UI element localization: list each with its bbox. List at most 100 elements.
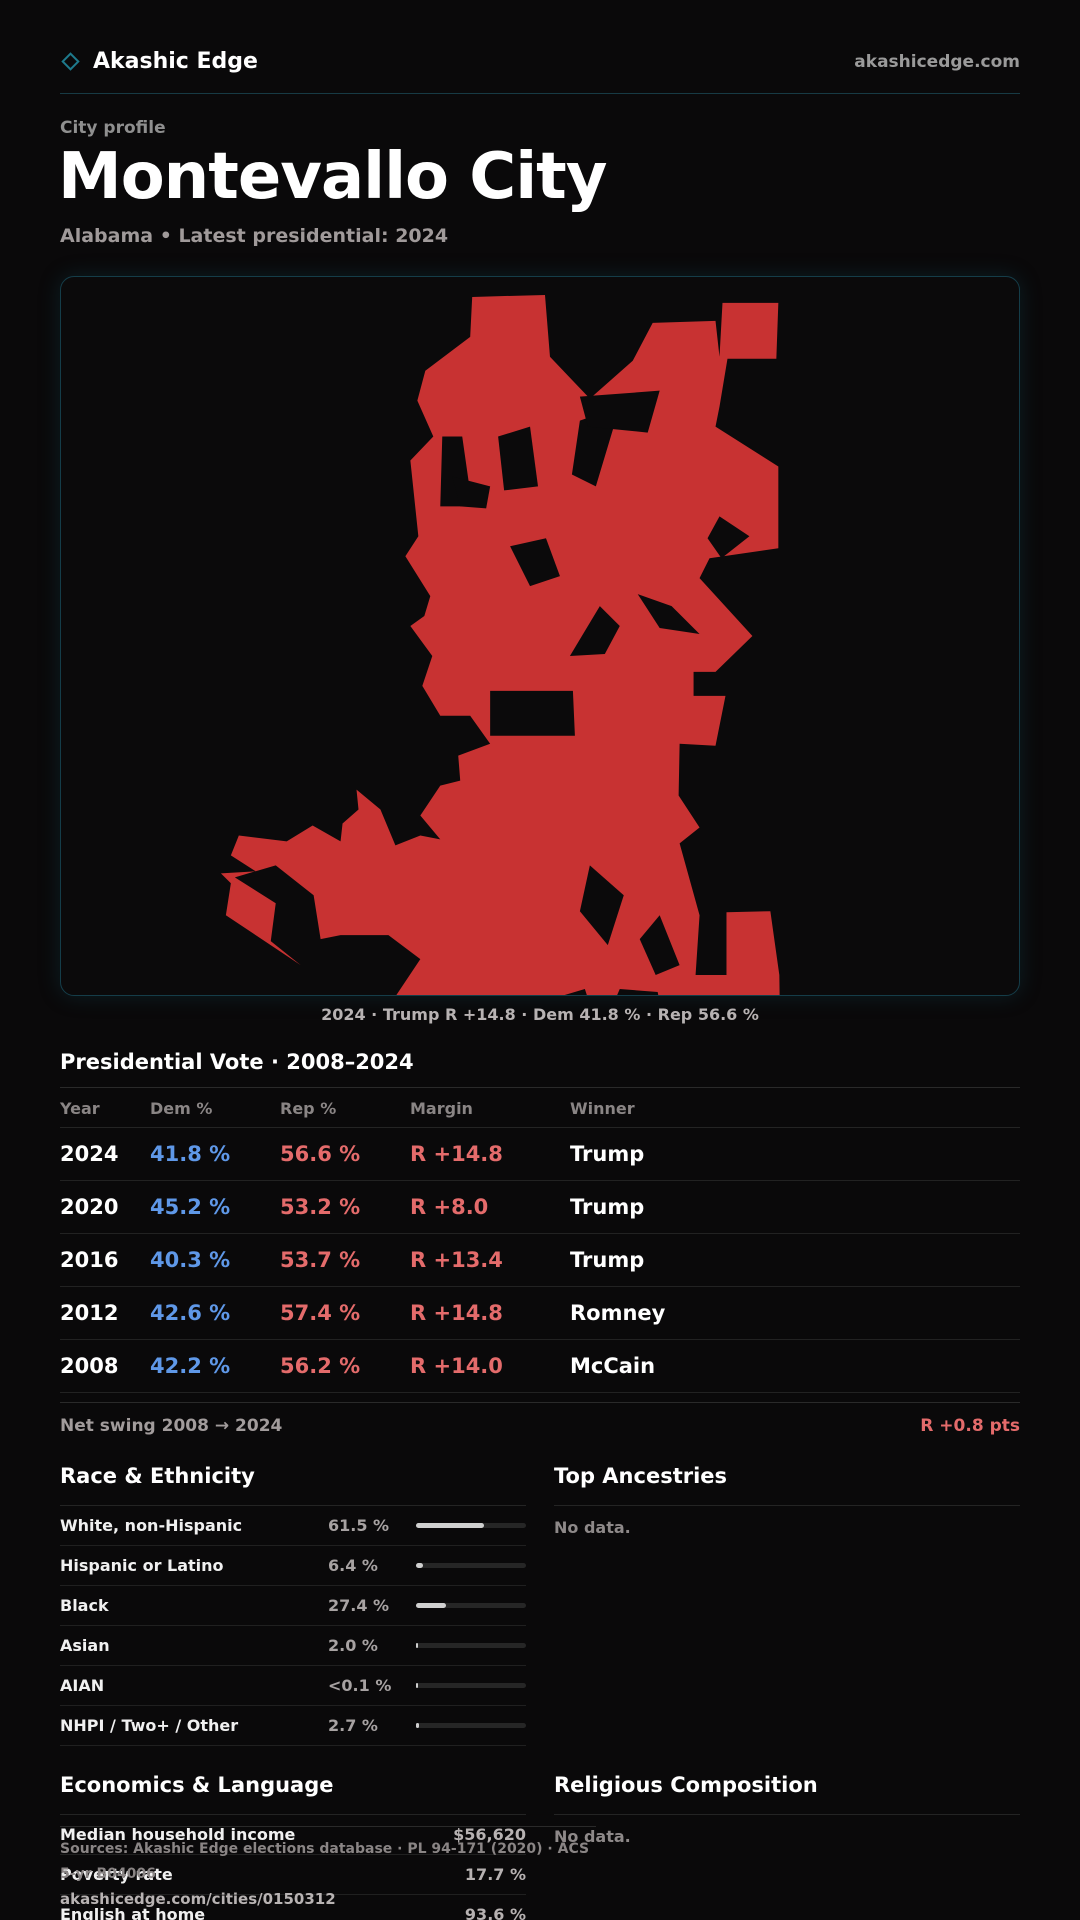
race-bar-fill <box>416 1683 418 1688</box>
econ-row: English at home 93.6 % <box>60 1895 526 1920</box>
net-swing-row: Net swing 2008 → 2024 R +0.8 pts <box>60 1402 1020 1448</box>
city-boundary-hole-west <box>569 606 620 656</box>
race-name: White, non-Hispanic <box>60 1516 243 1535</box>
page-title: Montevallo City <box>58 140 607 214</box>
cell-year: 2020 <box>60 1195 119 1219</box>
footer-url[interactable]: akashicedge.com/cities/0150312 <box>60 1890 336 1908</box>
cell-winner: Trump <box>570 1195 645 1219</box>
city-boundary-map <box>220 294 780 995</box>
race-row: Black 27.4 % <box>60 1586 526 1626</box>
race-percent: 2.0 % <box>328 1636 378 1655</box>
city-boundary-hole-east <box>707 516 750 559</box>
column-header-dem: Dem % <box>150 1099 213 1118</box>
religion-section-title: Religious Composition <box>554 1773 818 1797</box>
cell-rep: 53.7 % <box>280 1248 361 1272</box>
table-row: 2020 45.2 % 53.2 % R +8.0 Trump <box>60 1181 1020 1234</box>
race-bar-fill <box>416 1723 419 1728</box>
ancestries-section-title: Top Ancestries <box>554 1464 728 1488</box>
race-bar-fill <box>416 1563 424 1568</box>
cell-dem: 41.8 % <box>150 1142 231 1166</box>
column-header-margin: Margin <box>410 1099 473 1118</box>
footer-sources: Sources: Akashic Edge elections database… <box>60 1841 590 1882</box>
cell-year: 2024 <box>60 1142 119 1166</box>
econ-value: $56,620 <box>453 1825 526 1844</box>
economics-section: Economics & Language Median household in… <box>60 1771 526 1920</box>
cell-winner: Romney <box>570 1301 666 1325</box>
site-link[interactable]: akashicedge.com <box>854 51 1020 72</box>
race-name: AIAN <box>60 1676 105 1695</box>
cell-rep: 56.6 % <box>280 1142 361 1166</box>
cell-margin: R +14.8 <box>410 1142 503 1166</box>
footer: Sources: Akashic Edge elections database… <box>60 1826 596 1912</box>
section-header: Race & Ethnicity <box>60 1462 526 1506</box>
section-header: Religious Composition <box>554 1771 1020 1815</box>
presidential-vote-table: Year Dem % Rep % Margin Winner 2024 41.8… <box>60 1090 1020 1393</box>
race-percent: 61.5 % <box>328 1516 390 1535</box>
city-map-panel <box>60 276 1020 996</box>
race-name: Asian <box>60 1636 110 1655</box>
religion-empty-state: No data. <box>554 1827 631 1846</box>
cell-margin: R +8.0 <box>410 1195 489 1219</box>
race-bar-track <box>416 1683 526 1688</box>
cell-margin: R +13.4 <box>410 1248 503 1272</box>
section-header: Top Ancestries <box>554 1462 1020 1506</box>
city-boundary-hole-center <box>637 594 700 635</box>
brand-name: Akashic Edge <box>93 49 258 74</box>
city-boundary-hole-mid <box>510 538 560 587</box>
brand[interactable]: Akashic Edge <box>60 49 258 74</box>
cell-year: 2008 <box>60 1354 119 1378</box>
race-row: Asian 2.0 % <box>60 1626 526 1666</box>
page-eyebrow: City profile <box>60 118 166 138</box>
cell-dem: 45.2 % <box>150 1195 231 1219</box>
map-caption: 2024 · Trump R +14.8 · Dem 41.8 % · Rep … <box>321 1005 759 1024</box>
ancestries-empty-state: No data. <box>554 1518 631 1537</box>
race-ethnicity-section: Race & Ethnicity White, non-Hispanic 61.… <box>60 1462 526 1746</box>
race-name: Hispanic or Latino <box>60 1556 224 1575</box>
city-boundary-hole-upper <box>498 426 539 491</box>
table-row: 2016 40.3 % 53.7 % R +13.4 Trump <box>60 1234 1020 1287</box>
cell-rep: 53.2 % <box>280 1195 361 1219</box>
race-percent: 2.7 % <box>328 1716 378 1735</box>
race-bar-fill <box>416 1643 419 1648</box>
section-header: Economics & Language <box>60 1771 526 1815</box>
top-bar: Akashic Edge akashicedge.com <box>60 44 1020 94</box>
cell-year: 2016 <box>60 1248 119 1272</box>
page-subtitle: Alabama • Latest presidential: 2024 <box>60 225 449 247</box>
city-boundary-hole-south <box>579 865 624 946</box>
presidential-section-title: Presidential Vote · 2008–2024 <box>60 1050 414 1074</box>
city-boundary-hole-northwest <box>452 476 491 509</box>
race-row: NHPI / Two+ / Other 2.7 % <box>60 1706 526 1746</box>
cell-winner: Trump <box>570 1142 645 1166</box>
net-swing-value: R +0.8 pts <box>920 1415 1020 1436</box>
table-row: 2008 42.2 % 56.2 % R +14.0 McCain <box>60 1340 1020 1393</box>
divider <box>60 1087 1020 1088</box>
table-header-row: Year Dem % Rep % Margin Winner <box>60 1090 1020 1128</box>
city-boundary-main <box>220 294 780 995</box>
city-boundary-hole-southeast <box>639 915 680 976</box>
economics-section-title: Economics & Language <box>60 1773 334 1797</box>
race-bar-track <box>416 1603 526 1608</box>
econ-label: Median household income <box>60 1825 296 1844</box>
race-bar-fill <box>416 1523 484 1528</box>
cell-margin: R +14.0 <box>410 1354 503 1378</box>
city-boundary-shape <box>220 294 780 995</box>
cell-rep: 57.4 % <box>280 1301 361 1325</box>
race-row: White, non-Hispanic 61.5 % <box>60 1506 526 1546</box>
race-bar-track <box>416 1523 526 1528</box>
race-percent: 27.4 % <box>328 1596 390 1615</box>
table-row: 2012 42.6 % 57.4 % R +14.8 Romney <box>60 1287 1020 1340</box>
cell-winner: McCain <box>570 1354 656 1378</box>
race-bar-track <box>416 1723 526 1728</box>
race-bar-fill <box>416 1603 447 1608</box>
econ-label: Poverty rate <box>60 1865 173 1884</box>
race-bar-track <box>416 1643 526 1648</box>
cell-margin: R +14.8 <box>410 1301 503 1325</box>
cell-rep: 56.2 % <box>280 1354 361 1378</box>
column-header-year: Year <box>60 1099 100 1118</box>
race-bar-track <box>416 1563 526 1568</box>
race-section-title: Race & Ethnicity <box>60 1464 255 1488</box>
econ-value: 93.6 % <box>464 1905 526 1920</box>
race-row: Hispanic or Latino 6.4 % <box>60 1546 526 1586</box>
column-header-winner: Winner <box>570 1099 635 1118</box>
